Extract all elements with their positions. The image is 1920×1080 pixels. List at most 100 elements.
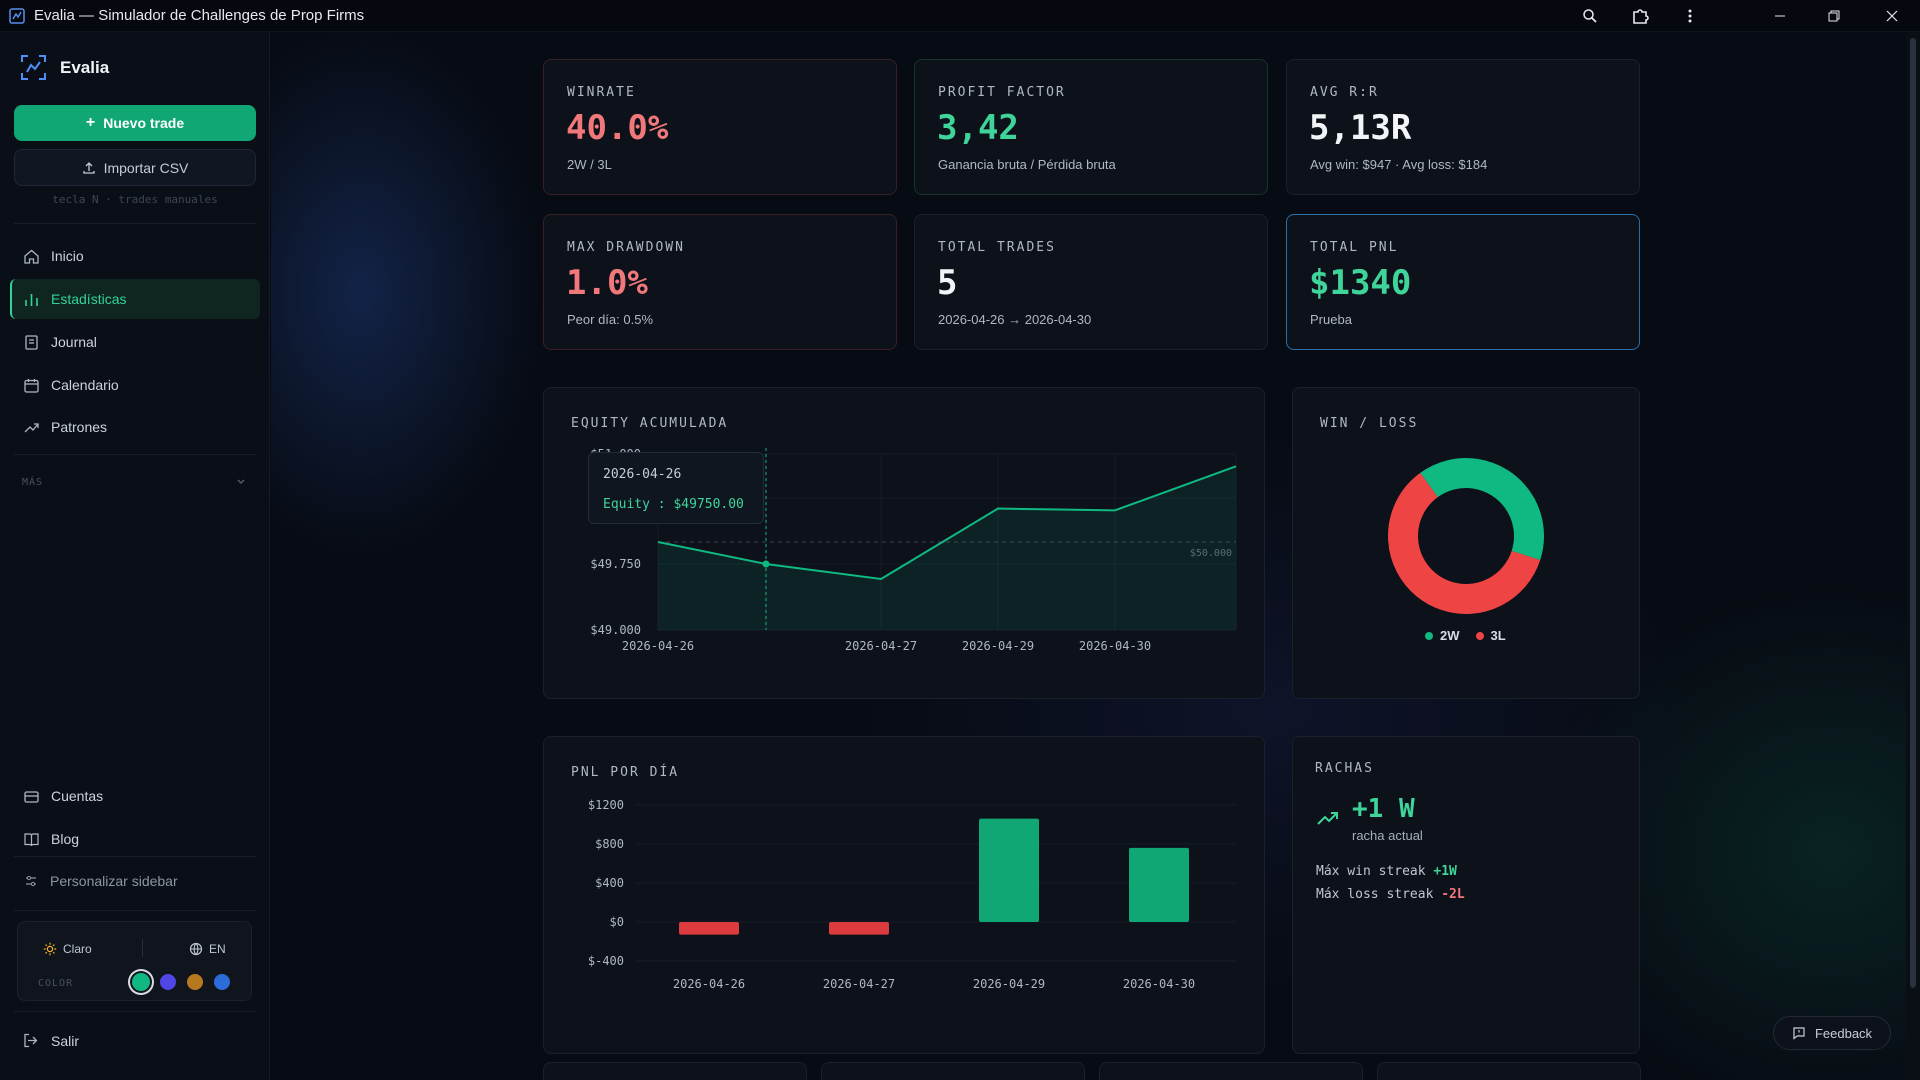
- sidebar-item-label: Blog: [51, 831, 80, 847]
- home-icon: [24, 249, 39, 264]
- equity-chart[interactable]: $49.000$49.750$50.500$51.000$50.0002026-…: [544, 388, 1266, 700]
- pnl-chart[interactable]: $1200 $800 $400 $0 $-400 2026-04-26 2026-04-27…: [544, 737, 1266, 1055]
- sidebar-divider: [14, 223, 256, 224]
- close-button[interactable]: [1864, 0, 1920, 32]
- sidebar-item-label: Journal: [51, 334, 97, 350]
- calendar-icon: [24, 378, 39, 393]
- pnl-title: PNL POR DÍA: [571, 765, 680, 780]
- x-tick-label: 2026-04-26: [673, 977, 745, 991]
- extensions-icon[interactable]: [1615, 0, 1665, 32]
- plus-icon: +: [85, 114, 96, 131]
- more-vertical-icon[interactable]: [1665, 0, 1715, 32]
- language-toggle[interactable]: EN: [189, 942, 226, 956]
- equity-title: EQUITY ACUMULADA: [571, 416, 729, 431]
- y-tick-label: $1200: [588, 798, 624, 812]
- hover-point: [762, 560, 770, 568]
- sidebar-divider: [14, 856, 256, 857]
- total-trades-sub: 2026-04-26 → 2026-04-30: [938, 312, 1092, 327]
- app-logo-icon: [9, 7, 25, 24]
- total-pnl-label: TOTAL PNL: [1310, 240, 1399, 255]
- equity-line: [657, 465, 1237, 580]
- total-pnl-card: TOTAL PNL $1340 Prueba: [1286, 214, 1640, 350]
- sidebar-item-cuentas[interactable]: Cuentas: [10, 776, 260, 816]
- new-trade-label: Nuevo trade: [103, 115, 185, 131]
- total-trades-label: TOTAL TRADES: [938, 240, 1056, 255]
- upload-icon: [82, 161, 95, 174]
- win-loss-legend: 2W 3L: [1425, 628, 1506, 643]
- y-tick-label: $49.750: [590, 557, 641, 571]
- preferences-panel: Claro EN COLOR: [17, 921, 252, 1001]
- bottom-card: [543, 1062, 807, 1080]
- pnl-bar: [1129, 847, 1189, 922]
- scrollbar[interactable]: [1906, 32, 1920, 1080]
- y-tick-label: $800: [595, 837, 624, 851]
- pnl-bar: [679, 922, 739, 935]
- bottom-card: [821, 1062, 1085, 1080]
- sidebar: Evalia + Nuevo trade Importar CSV tecla …: [0, 32, 270, 1080]
- minimize-button[interactable]: [1755, 0, 1804, 32]
- winrate-value: 40.0%: [566, 108, 669, 148]
- equity-area: [658, 466, 1236, 630]
- logout-label: Salir: [51, 1032, 80, 1049]
- total-pnl-sub: Prueba: [1310, 312, 1352, 327]
- max-loss-streak-row: Máx loss streak -2L: [1316, 887, 1465, 902]
- equity-chart-card: EQUITY ACUMULADA $49.000$49.750$50.500$5…: [543, 387, 1265, 699]
- globe-icon: [189, 942, 203, 956]
- x-tick-label: 2026-04-27: [823, 977, 895, 991]
- brand-logo-icon: [21, 55, 46, 80]
- pnl-chart-card: PNL POR DÍA $1200 $800 $400 $0 $-400 2026-04-…: [543, 736, 1265, 1054]
- profit-factor-card: PROFIT FACTOR 3,42 Ganancia bruta / Pérd…: [914, 59, 1268, 195]
- sidebar-item-journal[interactable]: Journal: [10, 322, 260, 362]
- brand[interactable]: Evalia: [20, 54, 109, 81]
- x-tick-label: 2026-04-30: [1123, 977, 1195, 991]
- current-streak-value: +1 W: [1352, 794, 1415, 824]
- max-drawdown-value: 1.0%: [566, 263, 648, 303]
- profit-factor-label: PROFIT FACTOR: [938, 85, 1066, 100]
- feedback-button[interactable]: Feedback: [1773, 1016, 1891, 1050]
- sidebar-item-label: Inicio: [51, 248, 84, 264]
- scrollbar-thumb[interactable]: [1910, 38, 1916, 988]
- sidebar-item-patrones[interactable]: Patrones: [10, 407, 260, 447]
- color-swatch-indigo[interactable]: [160, 974, 176, 990]
- avg-rr-sub: Avg win: $947 · Avg loss: $184: [1310, 157, 1488, 172]
- import-csv-button[interactable]: Importar CSV: [14, 149, 256, 186]
- restore-button[interactable]: [1804, 0, 1864, 32]
- winrate-sub: 2W / 3L: [567, 157, 612, 172]
- max-loss-streak-value: -2L: [1441, 887, 1465, 902]
- max-drawdown-sub: Peor día: 0.5%: [567, 312, 653, 327]
- customize-sidebar-button[interactable]: Personalizar sidebar: [24, 873, 178, 889]
- sidebar-item-estadisticas[interactable]: Estadísticas: [10, 279, 260, 319]
- notebook-icon: [25, 334, 38, 350]
- pnl-bar: [829, 922, 889, 935]
- sidebar-item-calendario[interactable]: Calendario: [10, 365, 260, 405]
- color-swatch-amber[interactable]: [187, 974, 203, 990]
- y-tick-label: $0: [610, 915, 624, 929]
- win-loss-title: WIN / LOSS: [1320, 416, 1419, 431]
- streaks-card: RACHAS: [1292, 736, 1640, 1054]
- win-loss-donut[interactable]: [1293, 388, 1641, 700]
- sidebar-item-inicio[interactable]: Inicio: [10, 236, 260, 276]
- chevron-down-icon[interactable]: [235, 475, 247, 487]
- x-tick-label: 2026-04-29: [962, 639, 1034, 653]
- new-trade-button[interactable]: + Nuevo trade: [14, 105, 256, 141]
- sidebar-item-blog[interactable]: Blog: [10, 819, 260, 859]
- x-tick-label: 2026-04-26: [622, 639, 694, 653]
- theme-label: Claro: [63, 942, 92, 956]
- color-swatch-blue[interactable]: [214, 974, 230, 990]
- avg-rr-label: AVG R:R: [1310, 85, 1379, 100]
- prefs-divider: [142, 939, 143, 957]
- avg-rr-card: AVG R:R 5,13R Avg win: $947 · Avg loss: …: [1286, 59, 1640, 195]
- pnl-bar: [979, 818, 1039, 922]
- sidebar-item-label: Cuentas: [51, 788, 104, 804]
- sidebar-item-label: Calendario: [51, 377, 119, 393]
- theme-toggle[interactable]: Claro: [43, 942, 92, 956]
- zoom-icon[interactable]: [1565, 0, 1615, 32]
- max-loss-streak-label: Máx loss streak: [1316, 887, 1434, 902]
- sidebar-divider: [14, 454, 256, 455]
- legend-win-label: 2W: [1440, 628, 1460, 643]
- y-tick-label: $400: [595, 876, 624, 890]
- color-swatch-green[interactable]: [132, 973, 150, 991]
- logout-icon: [24, 1033, 38, 1048]
- logout-button[interactable]: Salir: [22, 1032, 79, 1049]
- customize-label: Personalizar sidebar: [50, 873, 178, 889]
